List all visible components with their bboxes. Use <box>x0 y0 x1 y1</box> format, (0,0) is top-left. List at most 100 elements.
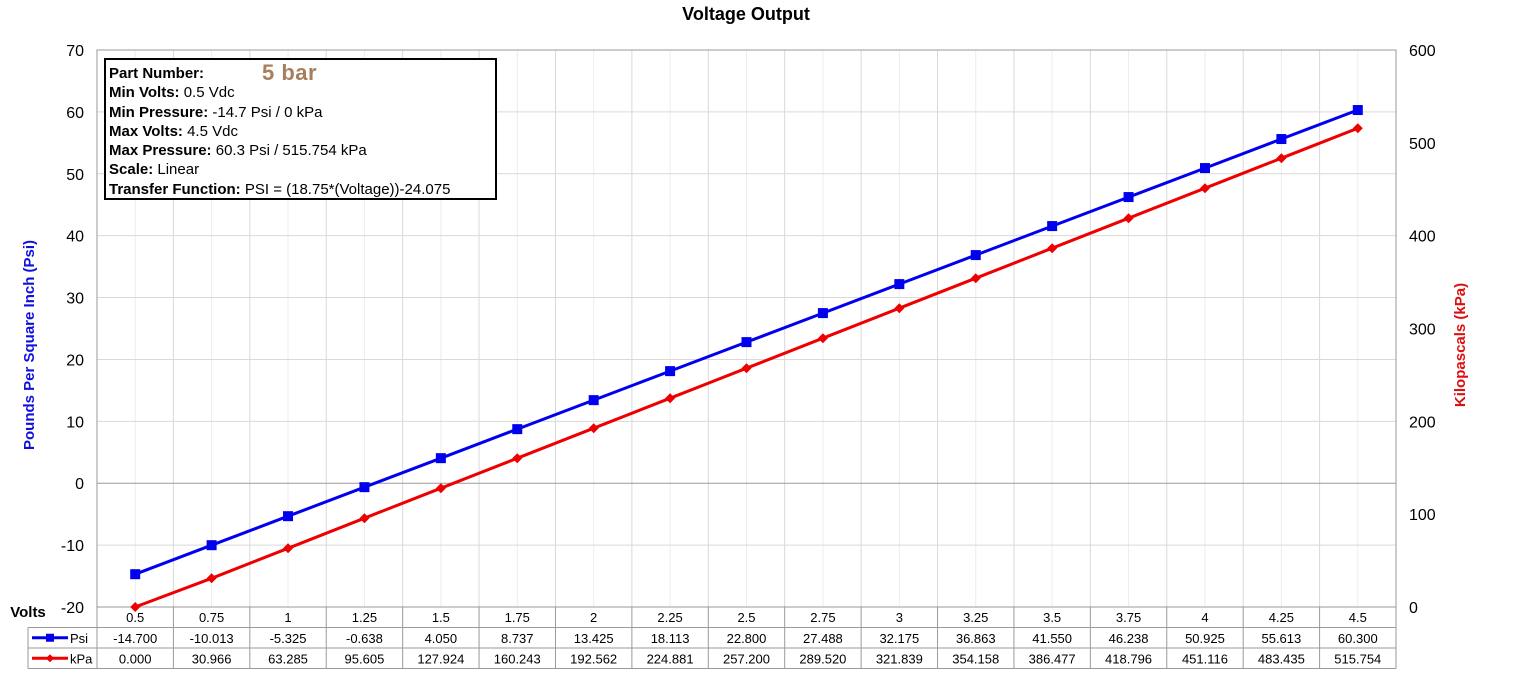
data-label-psi: -10.013 <box>190 631 234 646</box>
data-point-psi <box>283 511 294 522</box>
data-point-kpa <box>894 303 905 314</box>
info-part-number-label: Part Number: <box>109 65 205 82</box>
data-label-psi: 8.737 <box>501 631 534 646</box>
y-tick-label-right: 200 <box>1409 414 1436 431</box>
data-label-kpa: 0.000 <box>119 651 152 666</box>
data-label-kpa: 483.435 <box>1258 651 1305 666</box>
data-point-kpa <box>130 602 141 612</box>
x-axis-label: Volts <box>10 604 46 621</box>
y-tick-label-right: 600 <box>1409 43 1436 60</box>
x-tick-label: 3 <box>896 610 903 625</box>
plot-border <box>96 49 1397 608</box>
data-point-kpa <box>665 393 676 404</box>
data-label-kpa: 451.116 <box>1182 651 1228 666</box>
data-point-kpa <box>1123 213 1134 224</box>
x-tick-label: 0.5 <box>126 610 144 625</box>
info-min-pressure: Min Pressure: -14.7 Psi / 0 kPa <box>109 103 495 122</box>
data-label-psi: 41.550 <box>1032 631 1072 646</box>
info-transfer-value: PSI = (18.75*(Voltage))-24.075 <box>244 180 451 198</box>
info-box: Part Number: 5 bar Min Volts: 0.5 Vdc Mi… <box>104 58 497 200</box>
data-table: 0.5 0.75 1 1.25 1.5 1.75 2 2.25 2.5 2.75 3 3.25 3.5 3… <box>27 607 1397 669</box>
x-tick-label: 1 <box>284 610 291 625</box>
data-label-psi: 55.613 <box>1261 631 1301 646</box>
data-point-kpa <box>588 423 599 434</box>
legend-label-psi: Psi <box>70 631 88 646</box>
data-point-psi <box>1047 221 1058 232</box>
data-point-kpa <box>512 453 523 464</box>
chart-title: Voltage Output <box>682 4 810 24</box>
series-lines <box>130 105 1363 612</box>
data-label-psi: 32.175 <box>879 631 919 646</box>
y-tick-label-right: 400 <box>1409 229 1436 246</box>
info-min-volts-value: 0.5 Vdc <box>183 84 235 102</box>
info-max-volts-label: Max Volts: <box>109 122 183 140</box>
data-label-kpa: 515.754 <box>1334 651 1381 666</box>
data-point-kpa <box>1276 153 1287 164</box>
y-tick-label-right: 500 <box>1409 136 1436 153</box>
data-label-psi: 18.113 <box>651 631 690 646</box>
data-label-kpa: 192.562 <box>570 651 617 666</box>
y-tick-label-left: 60 <box>66 105 84 122</box>
data-point-psi <box>665 366 676 377</box>
data-point-psi <box>359 482 370 493</box>
legend-marker-kpa <box>46 654 54 663</box>
data-label-psi: -0.638 <box>346 631 383 646</box>
y-tick-label-left: 30 <box>66 291 84 308</box>
data-label-psi: -14.700 <box>113 631 157 646</box>
data-point-psi <box>435 453 446 464</box>
data-point-psi <box>1199 163 1210 174</box>
x-tick-label: 4.5 <box>1349 610 1367 625</box>
x-tick-label: 1.5 <box>432 610 450 625</box>
data-label-psi: 4.050 <box>425 631 458 646</box>
data-label-psi: 36.863 <box>956 631 996 646</box>
data-label-kpa: 354.158 <box>952 651 999 666</box>
data-point-psi <box>206 540 217 551</box>
data-label-psi: 13.425 <box>574 631 614 646</box>
info-min-volts: Min Volts: 0.5 Vdc <box>109 83 495 102</box>
info-min-volts-label: Min Volts: <box>109 84 180 102</box>
data-point-psi <box>588 395 599 406</box>
data-point-psi <box>970 250 981 261</box>
data-label-psi: 22.800 <box>727 631 767 646</box>
info-transfer-label: Transfer Function: <box>109 180 241 198</box>
data-label-kpa: 30.966 <box>192 651 232 666</box>
data-point-psi <box>1352 105 1363 116</box>
info-transfer-function: Transfer Function: PSI = (18.75*(Voltage… <box>109 180 495 199</box>
info-max-volts: Max Volts: 4.5 Vdc <box>109 122 495 141</box>
y-tick-label-left: -10 <box>61 538 84 555</box>
data-label-kpa: 127.924 <box>417 651 464 666</box>
info-max-pressure-value: 60.3 Psi / 515.754 kPa <box>215 142 367 160</box>
axes: -20 -10 0 10 20 30 40 50 60 70 0 100 200 300 400 500 600 <box>61 43 1436 617</box>
x-tick-label: 2.75 <box>810 610 835 625</box>
info-part-number: Part Number: <box>109 64 495 83</box>
x-tick-label: 4 <box>1201 610 1208 625</box>
y-tick-label-left: 10 <box>66 414 84 431</box>
x-tick-label: 2.5 <box>737 610 755 625</box>
data-label-kpa: 418.796 <box>1105 651 1152 666</box>
data-point-kpa <box>283 543 294 554</box>
y-axis-label-left: Pounds Per Square Inch (Psi) <box>21 240 38 450</box>
x-tick-label: 3.5 <box>1043 610 1061 625</box>
data-point-psi <box>1276 134 1287 145</box>
info-min-pressure-label: Min Pressure: <box>109 103 209 121</box>
data-point-kpa <box>1047 243 1058 254</box>
data-point-kpa <box>206 573 217 584</box>
legend-label-kpa: kPa <box>70 651 93 666</box>
legend-marker-psi <box>46 633 54 642</box>
info-max-pressure-label: Max Pressure: <box>109 142 212 160</box>
x-tick-label: 1.75 <box>505 610 530 625</box>
y-tick-label-left: 20 <box>66 352 84 369</box>
info-max-volts-value: 4.5 Vdc <box>187 122 238 140</box>
data-label-kpa: 224.881 <box>647 651 694 666</box>
data-point-kpa <box>435 483 446 494</box>
data-point-kpa <box>817 333 828 344</box>
info-scale-value: Linear <box>157 161 200 179</box>
data-label-psi: 60.300 <box>1338 631 1378 646</box>
x-tick-label: 2 <box>590 610 597 625</box>
data-label-kpa: 386.477 <box>1029 651 1076 666</box>
data-point-psi <box>741 337 752 348</box>
data-point-psi <box>512 424 523 435</box>
data-label-kpa: 321.839 <box>876 651 923 666</box>
data-label-psi: 27.488 <box>803 631 843 646</box>
data-point-kpa <box>1199 183 1210 194</box>
